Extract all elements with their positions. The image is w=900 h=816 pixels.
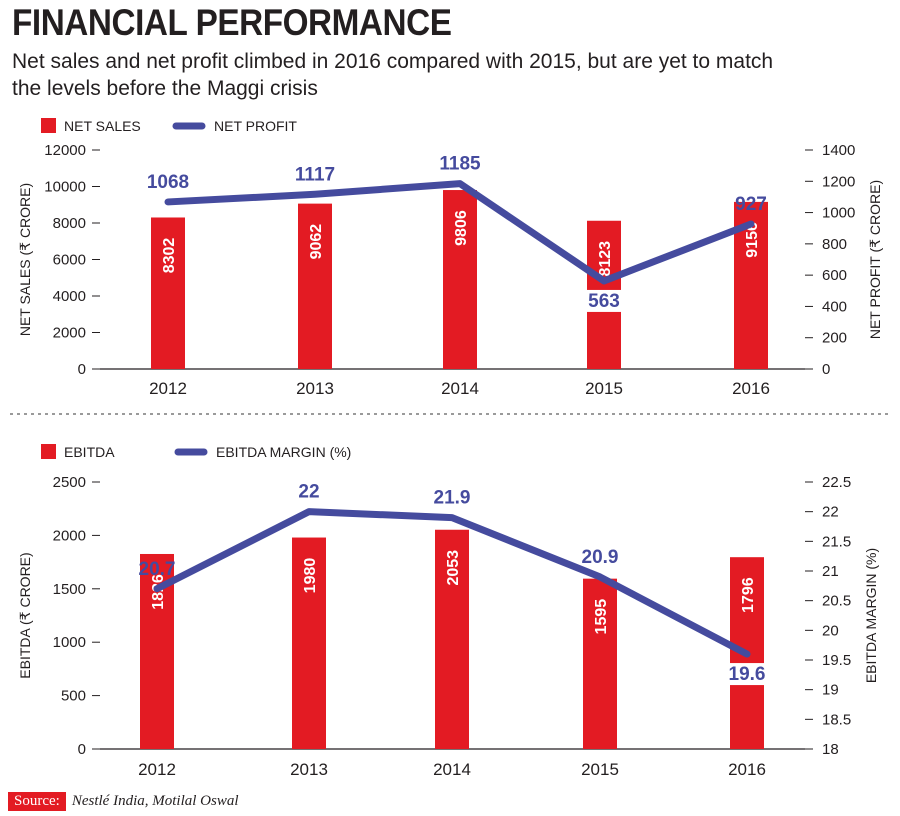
sales-left-tick-label: 10000 [44, 179, 86, 196]
source-text: Nestlé India, Motilal Oswal [71, 792, 239, 809]
ebitda-line-value-label: 20.9 [582, 547, 619, 568]
ebitda-left-tick-label: 1000 [53, 634, 86, 651]
ebitda-left-axis-title: EBITDA (₹ CRORE) [17, 552, 33, 678]
ebitda-category-label: 2012 [138, 760, 176, 779]
sales-left-tick-label: 2000 [53, 325, 86, 342]
ebitda-legend-bar-label: EBITDA [64, 444, 115, 460]
ebitda-right-tick-label: 20 [822, 622, 839, 639]
source-label: Source: [8, 791, 66, 811]
sales-left-tick-label: 12000 [44, 142, 86, 159]
ebitda-right-tick-label: 22.5 [822, 474, 851, 491]
sales-line-series [164, 180, 755, 285]
sales-right-tick-label: 400 [822, 298, 847, 315]
ebitda-bar [583, 578, 617, 749]
ebitda-line-value-label: 22 [298, 482, 319, 503]
source-note: Source: Nestlé India, Motilal Oswal [8, 790, 239, 812]
ebitda-left-tick-label: 500 [61, 688, 86, 705]
sales-right-tick-label: 0 [822, 361, 830, 378]
ebitda-legend-line-label: EBITDA MARGIN (%) [216, 444, 351, 460]
ebitda-right-tick-label: 21 [822, 563, 839, 580]
sales-bar-value-label: 9806 [453, 210, 470, 246]
ebitda-line-value-label: 19.6 [729, 664, 766, 685]
sales-bar-value-label: 8123 [597, 241, 614, 277]
sales-category-label: 2014 [441, 379, 479, 398]
sales-category-label: 2012 [149, 379, 187, 398]
ebitda-line-label-backing [723, 663, 771, 686]
sales-left-tick-label: 6000 [53, 252, 86, 269]
sales-category-label: 2015 [585, 379, 623, 398]
ebitda-line-value-label: 21.9 [434, 488, 471, 509]
sales-bar [151, 217, 185, 369]
sales-line-value-label: 563 [588, 291, 620, 312]
sales-legend-bar-swatch [41, 118, 56, 133]
chart-subtitle: Net sales and net profit climbed in 2016… [12, 50, 774, 100]
ebitda-bar-value-label: 1980 [302, 558, 319, 594]
sales-right-tick-label: 800 [822, 236, 847, 253]
ebitda-category-label: 2016 [728, 760, 766, 779]
ebitda-right-tick-label: 19.5 [822, 652, 851, 669]
sales-line-label-backing [580, 289, 628, 312]
sales-right-tick-label: 1200 [822, 173, 855, 190]
sales-bar [298, 203, 332, 369]
ebitda-bar [292, 537, 326, 749]
ebitda-right-tick-label: 18.5 [822, 711, 851, 728]
sales-bar-value-label: 8302 [161, 238, 178, 274]
ebitda-right-tick-label: 19 [822, 682, 839, 699]
ebitda-left-tick-label: 0 [78, 741, 86, 758]
ebitda-left-tick-label: 2000 [53, 527, 86, 544]
ebitda-category-label: 2013 [290, 760, 328, 779]
sales-legend-line-label: NET PROFIT [214, 118, 297, 134]
ebitda-bar-value-label: 1796 [740, 577, 757, 613]
ebitda-bar [435, 529, 469, 749]
sales-right-tick-label: 600 [822, 267, 847, 284]
sales-line-value-label: 1068 [147, 172, 189, 193]
ebitda-line-series [153, 508, 751, 658]
ebitda-bar-value-label: 2053 [445, 550, 462, 586]
ebitda-left-tick-label: 2500 [53, 474, 86, 491]
sales-line-value-label: 1185 [439, 154, 481, 175]
ebitda-right-tick-label: 22 [822, 504, 839, 521]
sales-right-tick-label: 200 [822, 330, 847, 347]
sales-right-axis-title: NET PROFIT (₹ CRORE) [867, 180, 883, 339]
ebitda-right-tick-label: 21.5 [822, 533, 851, 550]
sales-bar-value-label: 9062 [308, 224, 325, 260]
ebitda-category-label: 2015 [581, 760, 619, 779]
ebitda-right-tick-label: 20.5 [822, 593, 851, 610]
sales-right-tick-label: 1400 [822, 142, 855, 159]
sales-line-value-label: 927 [735, 194, 767, 215]
ebitda-right-tick-label: 18 [822, 741, 839, 758]
sales-category-label: 2013 [296, 379, 334, 398]
sales-left-tick-label: 0 [78, 361, 86, 378]
sales-right-tick-label: 1000 [822, 205, 855, 222]
sales-left-tick-label: 4000 [53, 288, 86, 305]
ebitda-left-tick-label: 1500 [53, 581, 86, 598]
sales-left-axis-title: NET SALES (₹ CRORE) [17, 183, 33, 336]
ebitda-legend-bar-swatch [41, 444, 56, 459]
sales-line-value-label: 1117 [295, 164, 335, 185]
sales-category-label: 2016 [732, 379, 770, 398]
sales-left-tick-label: 8000 [53, 215, 86, 232]
sales-bar [443, 190, 477, 369]
ebitda-bar-value-label: 1595 [593, 599, 610, 635]
sales-legend-bar-label: NET SALES [64, 118, 141, 134]
chart-title: FINANCIAL PERFORMANCE [12, 2, 452, 43]
ebitda-category-label: 2014 [433, 760, 471, 779]
ebitda-right-axis-title: EBITDA MARGIN (%) [863, 548, 879, 683]
sales-bar-value-label: 9156 [744, 222, 761, 258]
ebitda-line-value-label: 20.7 [139, 559, 176, 580]
